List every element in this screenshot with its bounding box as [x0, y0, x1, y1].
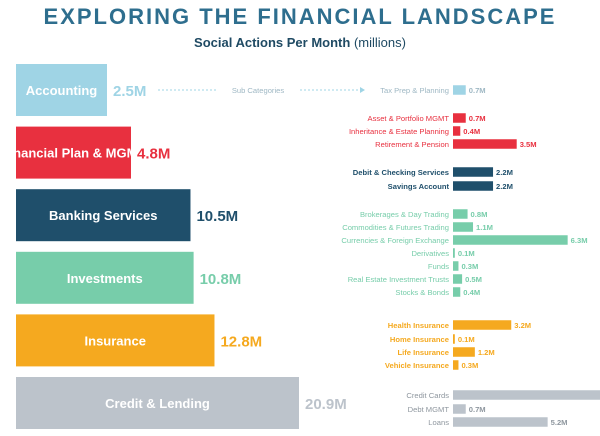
sub-value-retirement-and-pension: 3.5M: [520, 140, 537, 149]
sub-bar-commodities-and-futures-trading: [453, 222, 474, 232]
bar-label-credit-and-lending: Credit & Lending: [105, 396, 210, 411]
sub-bar-tax-prep-and-planning: [453, 85, 466, 95]
sub-label-commodities-and-futures-trading: Commodities & Futures Trading: [342, 223, 449, 232]
sub-label-vehicle-insurance: Vehicle Insurance: [385, 361, 449, 370]
sub-label-currencies-and-foreign-exchange: Currencies & Foreign Exchange: [341, 236, 449, 245]
sub-bar-health-insurance: [453, 320, 512, 330]
bar-accounting: [16, 64, 107, 116]
value-label-credit-and-lending: 20.9M: [305, 396, 347, 413]
sub-value-debt-mgmt: 0.7M: [469, 405, 486, 414]
sub-value-stocks-and-bonds: 0.4M: [463, 288, 480, 297]
value-label-investments: 10.8M: [200, 271, 242, 288]
bar-label-banking-services: Banking Services: [49, 208, 157, 223]
sub-label-asset-and-portfolio-mgmt: Asset & Portfolio MGMT: [368, 114, 450, 123]
sub-bar-real-estate-investment-trusts: [453, 274, 463, 284]
sub-label-debt-mgmt: Debt MGMT: [408, 405, 450, 414]
sub-value-inheritance-and-estate-planning: 0.4M: [463, 127, 480, 136]
sub-bar-inheritance-and-estate-planning: [453, 126, 461, 136]
value-label-financial-plan-and-mgmt: 4.8M: [137, 146, 170, 163]
chart-title: EXPLORING THE FINANCIAL LANDSCAPE: [43, 4, 557, 29]
subtitle-unit: (millions): [353, 35, 406, 50]
sub-value-savings-account: 2.2M: [496, 182, 513, 191]
sub-label-health-insurance: Health Insurance: [388, 321, 449, 330]
sub-value-currencies-and-foreign-exchange: 6.3M: [571, 236, 588, 245]
bar-financial-plan-and-mgmt: [16, 126, 131, 179]
sub-bar-life-insurance: [453, 347, 475, 357]
value-label-banking-services: 10.5M: [196, 208, 238, 225]
sub-value-tax-prep-and-planning: 0.7M: [469, 86, 486, 95]
sub-bar-asset-and-portfolio-mgmt: [453, 113, 466, 123]
sub-label-stocks-and-bonds: Stocks & Bonds: [395, 288, 449, 297]
connector-label: Sub Categories: [232, 86, 285, 95]
bar-label-insurance: Insurance: [85, 333, 146, 348]
sub-label-retirement-and-pension: Retirement & Pension: [375, 140, 449, 149]
sub-value-health-insurance: 3.2M: [514, 321, 531, 330]
sub-value-funds: 0.3M: [461, 262, 478, 271]
sub-bar-credit-cards: [453, 390, 600, 400]
value-label-insurance: 12.8M: [220, 333, 262, 350]
value-label-accounting: 2.5M: [113, 83, 146, 100]
sub-bar-derivatives: [453, 248, 455, 258]
sub-label-savings-account: Savings Account: [388, 182, 450, 191]
bar-label-investments: Investments: [67, 271, 143, 286]
sub-bar-savings-account: [453, 181, 494, 191]
sub-label-life-insurance: Life Insurance: [398, 348, 449, 357]
sub-label-debit-and-checking-services: Debit & Checking Services: [353, 168, 449, 177]
subtitle-text: Social Actions Per Month: [194, 35, 351, 50]
sub-value-brokerages-and-day-trading: 0.8M: [471, 210, 488, 219]
sub-label-funds: Funds: [428, 262, 449, 271]
sub-value-vehicle-insurance: 0.3M: [461, 361, 478, 370]
sub-label-loans: Loans: [428, 418, 449, 427]
sub-bar-debit-and-checking-services: [453, 167, 494, 177]
sub-value-asset-and-portfolio-mgmt: 0.7M: [469, 114, 486, 123]
chart-subtitle: Social Actions Per Month (millions): [0, 35, 600, 50]
sub-bar-brokerages-and-day-trading: [453, 209, 468, 219]
sub-label-inheritance-and-estate-planning: Inheritance & Estate Planning: [349, 127, 449, 136]
sub-value-loans: 5.2M: [551, 418, 568, 427]
sub-label-real-estate-investment-trusts: Real Estate Investment Trusts: [348, 275, 449, 284]
bar-credit-and-lending: [16, 377, 299, 429]
sub-value-real-estate-investment-trusts: 0.5M: [465, 275, 482, 284]
bar-label-financial-plan-and-mgmt: Financial Plan & MGMT: [2, 146, 146, 161]
sub-label-tax-prep-and-planning: Tax Prep & Planning: [380, 86, 449, 95]
sub-value-life-insurance: 1.2M: [478, 348, 495, 357]
sub-bar-currencies-and-foreign-exchange: [453, 235, 568, 245]
sub-value-derivatives: 0.1M: [458, 249, 475, 258]
connector-arrowhead: [360, 87, 365, 93]
sub-bar-funds: [453, 261, 459, 271]
bar-label-accounting: Accounting: [26, 83, 98, 98]
bar-banking-services: [16, 189, 191, 242]
sub-label-derivatives: Derivatives: [411, 249, 449, 258]
sub-value-home-insurance: 0.1M: [458, 335, 475, 344]
sub-label-credit-cards: Credit Cards: [406, 391, 449, 400]
sub-value-commodities-and-futures-trading: 1.1M: [476, 223, 493, 232]
sub-bar-stocks-and-bonds: [453, 287, 461, 297]
sub-value-debit-and-checking-services: 2.2M: [496, 168, 513, 177]
sub-bar-home-insurance: [453, 334, 455, 344]
sub-label-brokerages-and-day-trading: Brokerages & Day Trading: [360, 210, 449, 219]
sub-bar-debt-mgmt: [453, 404, 466, 414]
sub-bar-loans: [453, 417, 548, 427]
sub-label-home-insurance: Home Insurance: [390, 335, 449, 344]
sub-bar-retirement-and-pension: [453, 139, 517, 149]
sub-bar-vehicle-insurance: [453, 360, 459, 370]
bar-insurance: [16, 314, 215, 367]
bar-investments: [16, 251, 194, 304]
